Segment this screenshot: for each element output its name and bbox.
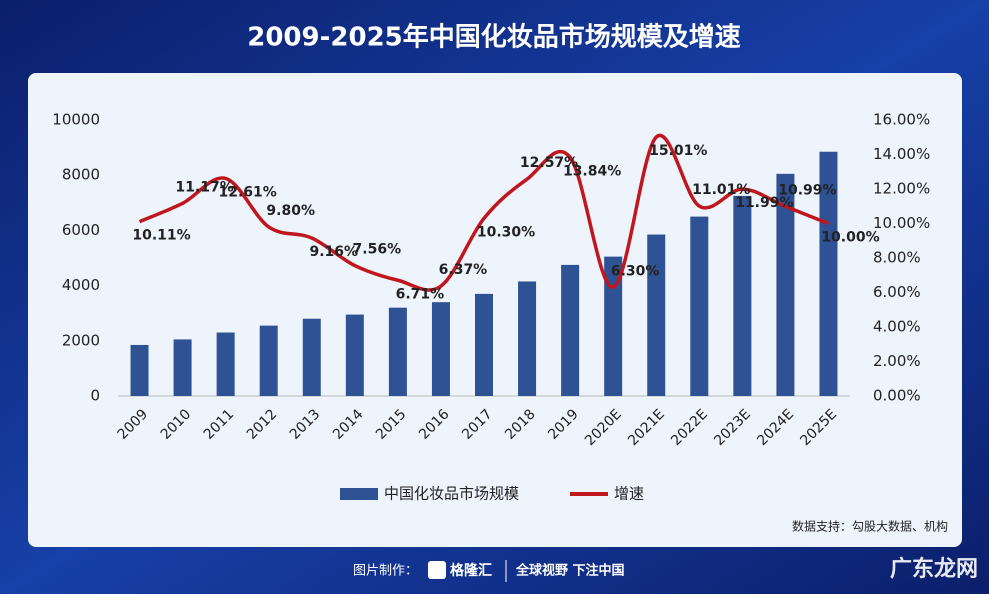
data-label: 15.01%	[649, 143, 707, 159]
legend-swatch	[340, 488, 378, 500]
data-label: 13.84%	[563, 163, 621, 179]
data-label: 11.01%	[692, 182, 750, 198]
data-label: 11.17%	[175, 179, 233, 195]
line	[138, 133, 830, 292]
bar	[518, 281, 537, 396]
y2-tick-label: 16.00%	[873, 111, 930, 129]
bar	[604, 256, 623, 396]
panel	[28, 73, 962, 547]
legend-label: 中国化妆品市场规模	[384, 485, 519, 503]
y2-tick-label: 0.00%	[873, 387, 921, 405]
y-tick-label: 4000	[62, 276, 100, 294]
y2-tick-label: 4.00%	[873, 318, 921, 336]
data-label: 10.00%	[821, 230, 879, 246]
data-label: 9.80%	[266, 203, 315, 219]
chart-title: 2009-2025年中国化妆品市场规模及增速	[247, 22, 741, 53]
data-label: 9.16%	[309, 244, 358, 260]
bar	[561, 264, 580, 396]
y2-tick-label: 14.00%	[873, 145, 930, 163]
source: 数据支持：勾股大数据、机构	[792, 519, 948, 534]
y-tick-label: 6000	[62, 221, 100, 239]
data-label: 6.37%	[439, 262, 488, 278]
data-label: 6.71%	[396, 286, 445, 302]
y-tick-label: 0	[90, 387, 100, 405]
bar	[302, 318, 321, 396]
bar	[475, 293, 493, 396]
bar	[776, 173, 795, 396]
bar	[733, 195, 752, 396]
data-label: 12.61%	[218, 184, 276, 200]
bar	[647, 234, 666, 396]
data-label: 11.99%	[735, 195, 793, 211]
data-label: 12.57%	[520, 155, 578, 171]
footer-brand: 格隆汇	[450, 562, 492, 579]
legend-label: 增速	[614, 485, 644, 503]
y-tick-label: 10000	[52, 111, 100, 129]
data-label: 10.99%	[778, 182, 836, 198]
footer-label: 图片制作：	[353, 564, 418, 579]
data-label: 7.56%	[353, 242, 402, 258]
bar	[216, 332, 235, 396]
bar	[173, 339, 192, 396]
bar	[345, 314, 364, 396]
y-tick-label: 2000	[62, 331, 100, 349]
y2-tick-label: 8.00%	[873, 249, 921, 267]
bar	[259, 325, 278, 396]
y-tick-label: 8000	[62, 166, 100, 184]
footer-slogan: 全球视野 下注中国	[515, 563, 625, 579]
data-label: 6.30%	[611, 263, 660, 279]
y2-tick-label: 10.00%	[873, 214, 930, 232]
y2-tick-label: 2.00%	[873, 352, 921, 370]
bar	[431, 302, 450, 396]
bar	[819, 151, 838, 396]
data-label: 10.30%	[477, 224, 535, 240]
y2-tick-label: 12.00%	[873, 180, 930, 198]
watermark: 广东龙网	[890, 556, 978, 582]
bar	[690, 216, 709, 396]
y2-tick-label: 6.00%	[873, 283, 921, 301]
footer-logo	[428, 561, 446, 579]
bar	[130, 344, 149, 396]
bar	[388, 307, 407, 396]
data-label: 10.11%	[132, 228, 190, 244]
